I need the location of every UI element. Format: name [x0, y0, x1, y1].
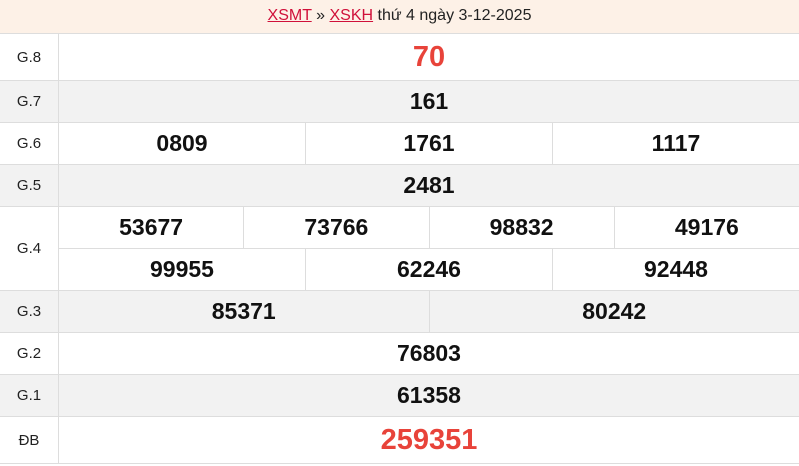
prize-number: 76803 [397, 340, 461, 366]
prize-number: 98832 [428, 207, 614, 248]
prize-number: 53677 [119, 214, 184, 240]
draw-date: thứ 4 ngày 3-12-2025 [377, 7, 532, 24]
prize-number: 62246 [305, 249, 552, 290]
prize-values: 76803 [59, 333, 799, 374]
prize-values: 259351 [59, 417, 799, 463]
prize-label: G.5 [0, 165, 59, 206]
xsmt-link[interactable]: XSMT [267, 7, 312, 24]
prize-number: 92448 [552, 249, 799, 290]
prize-subrow: 85371 80242 [59, 291, 799, 332]
prize-values: 53677 73766 98832 49176 99955 62246 92448 [59, 207, 799, 290]
prize-row: ĐB 259351 [0, 417, 799, 464]
breadcrumb-separator: » [316, 7, 326, 24]
prize-number: 259351 [380, 423, 478, 456]
prize-row: G.1 61358 [0, 375, 799, 417]
prize-number: 85371 [211, 298, 276, 324]
prize-number: 161 [409, 88, 449, 114]
prize-label: G.8 [0, 34, 59, 80]
prize-row: G.6 0809 1761 1117 [0, 123, 799, 165]
xskh-link[interactable]: XSKH [329, 7, 374, 24]
prize-row: G.3 85371 80242 [0, 291, 799, 333]
prize-number: 99955 [150, 256, 214, 282]
prize-label: G.1 [0, 375, 59, 416]
prize-subrow: 0809 1761 1117 [59, 123, 799, 164]
prize-number: 2481 [403, 172, 455, 198]
prize-subrow: 161 [59, 81, 799, 122]
prize-number: 80242 [428, 291, 799, 332]
breadcrumb: XSMT » XSKH thứ 4 ngày 3-12-2025 [0, 0, 799, 34]
prize-values: 85371 80242 [59, 291, 799, 332]
prize-number: 61358 [397, 382, 461, 408]
prize-values: 0809 1761 1117 [59, 123, 799, 164]
prize-number: 1117 [552, 123, 799, 164]
prize-subrow: 70 [59, 34, 799, 80]
prize-row: G.8 70 [0, 34, 799, 81]
prize-number: 49176 [613, 207, 799, 248]
prize-number: 0809 [156, 130, 208, 156]
prize-row: G.7 161 [0, 81, 799, 123]
prize-row: G.5 2481 [0, 165, 799, 207]
prize-subrow: 76803 [59, 333, 799, 374]
prize-label: ĐB [0, 417, 59, 463]
prize-label: G.7 [0, 81, 59, 122]
prize-label: G.6 [0, 123, 59, 164]
prize-label: G.3 [0, 291, 59, 332]
prize-row: G.2 76803 [0, 333, 799, 375]
results-table: G.8 70 G.7 161 G.6 0809 1761 1117 G.5 2481 G.4 5367… [0, 34, 799, 464]
prize-values: 70 [59, 34, 799, 80]
prize-subrow: 53677 73766 98832 49176 [59, 207, 799, 248]
prize-subrow: 61358 [59, 375, 799, 416]
prize-subrow: 99955 62246 92448 [59, 248, 799, 290]
prize-number: 73766 [243, 207, 428, 248]
prize-subrow: 259351 [59, 417, 799, 463]
prize-values: 61358 [59, 375, 799, 416]
prize-number: 1761 [305, 123, 552, 164]
prize-number: 70 [412, 40, 446, 73]
prize-subrow: 2481 [59, 165, 799, 206]
prize-label: G.2 [0, 333, 59, 374]
prize-row: G.4 53677 73766 98832 49176 99955 62246 92448 [0, 207, 799, 291]
prize-values: 161 [59, 81, 799, 122]
prize-label: G.4 [0, 207, 59, 290]
prize-values: 2481 [59, 165, 799, 206]
